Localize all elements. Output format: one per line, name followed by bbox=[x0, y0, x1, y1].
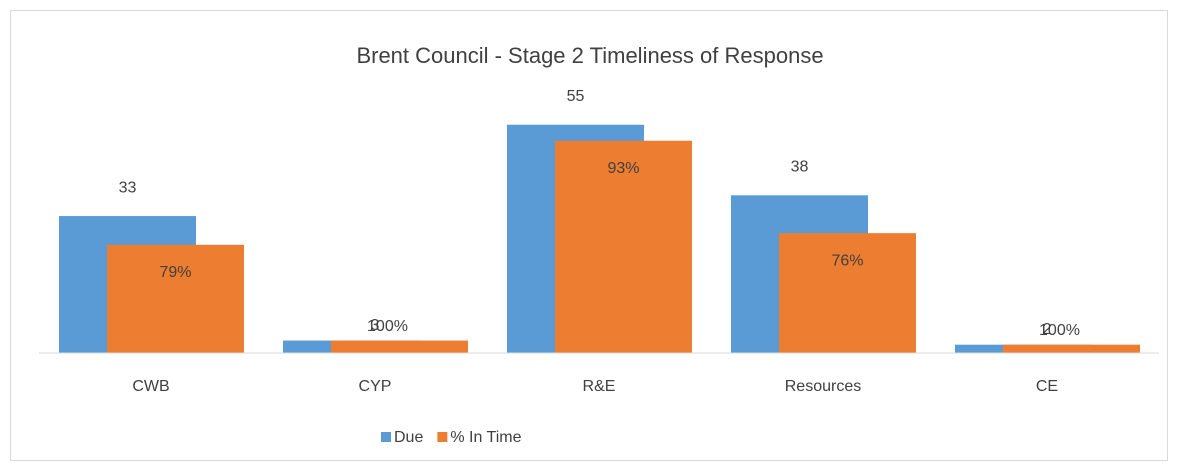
data-label: 93% bbox=[607, 160, 639, 177]
bar bbox=[107, 244, 244, 353]
x-tick-label: R&E bbox=[583, 378, 616, 395]
legend-label: % In Time bbox=[450, 429, 521, 446]
data-label: 55 bbox=[567, 88, 585, 105]
chart-title: Brent Council - Stage 2 Timeliness of Re… bbox=[356, 43, 823, 68]
data-label: 38 bbox=[791, 159, 809, 176]
bar bbox=[1003, 344, 1140, 353]
data-label: 76% bbox=[831, 252, 863, 269]
legend-swatch bbox=[437, 432, 448, 442]
legend-swatch bbox=[381, 432, 391, 442]
x-tick-label: CWB bbox=[132, 378, 169, 395]
x-tick-label: CE bbox=[1036, 378, 1058, 395]
bar bbox=[779, 233, 916, 353]
data-label: 3 bbox=[371, 317, 380, 334]
x-tick-label: Resources bbox=[785, 378, 861, 395]
data-label: 79% bbox=[159, 264, 191, 281]
x-tick-label: CYP bbox=[359, 378, 392, 395]
legend-label: Due bbox=[394, 429, 423, 446]
data-label: 100% bbox=[1039, 322, 1080, 339]
bar bbox=[331, 340, 468, 353]
data-label: 33 bbox=[119, 179, 137, 196]
bar bbox=[555, 140, 692, 353]
data-label: 2 bbox=[1043, 321, 1052, 338]
data-label: 100% bbox=[367, 318, 408, 335]
